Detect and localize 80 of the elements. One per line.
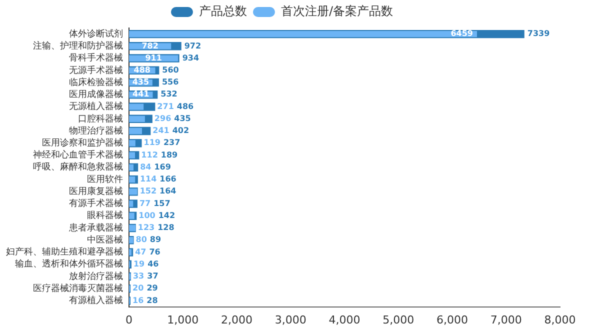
data-label: 271 <box>157 102 174 111</box>
y-tick-label: 妇产科、辅助生殖和避孕器械 <box>6 246 123 258</box>
data-label: 77 <box>139 198 151 208</box>
data-label: 33 <box>132 272 144 281</box>
data-label: 164 <box>160 186 177 196</box>
y-tick-label: 口腔科器械 <box>78 113 123 124</box>
data-label: 28 <box>146 296 158 305</box>
data-label: 89 <box>150 235 162 244</box>
data-label: 782 <box>142 41 158 50</box>
data-label: 911 <box>145 53 162 62</box>
y-tick-label: 患者承载器械 <box>68 222 123 234</box>
y-tick-label: 眼科器械 <box>87 210 123 222</box>
y-tick-label: 注输、护理和防护器械 <box>33 40 123 52</box>
data-label: 37 <box>147 272 158 281</box>
data-label: 166 <box>160 174 177 184</box>
data-label: 486 <box>176 102 194 111</box>
data-label: 532 <box>160 90 178 99</box>
x-tick-label: 0 <box>126 313 132 326</box>
data-label: 100 <box>138 210 156 220</box>
data-label: 435 <box>174 114 192 123</box>
y-tick-label: 临床检验器械 <box>69 76 123 88</box>
data-label: 157 <box>154 198 170 208</box>
data-label: 47 <box>135 247 146 256</box>
x-tick-label: 4,000 <box>328 313 360 326</box>
y-tick-label: 医用成像器械 <box>69 89 123 100</box>
data-label: 402 <box>172 126 190 136</box>
y-tick-label: 中医器械 <box>87 234 123 246</box>
data-label: 6459 <box>450 29 474 38</box>
data-label: 142 <box>158 210 176 220</box>
y-tick-label: 无源手术器械 <box>69 64 123 76</box>
y-tick-label: 骨科手术器械 <box>69 52 123 64</box>
y-tick-label: 有源手术器械 <box>69 198 123 210</box>
data-label: 169 <box>154 162 172 172</box>
x-tick-label: 1,000 <box>167 313 199 326</box>
y-tick-label: 放射治疗器械 <box>69 270 123 282</box>
data-label: 114 <box>140 174 158 184</box>
legend-label: 首次注册/备案产品数 <box>280 4 394 18</box>
data-label: 7339 <box>527 29 550 38</box>
x-tick-label: 7,000 <box>490 313 522 326</box>
data-label: 46 <box>148 259 160 268</box>
x-tick-label: 6,000 <box>436 313 468 326</box>
y-tick-label: 物理治疗器械 <box>69 125 123 136</box>
x-tick-label: 8,000 <box>544 313 576 326</box>
data-label: 128 <box>158 223 175 232</box>
data-label: 435 <box>132 78 150 87</box>
data-label: 20 <box>132 284 144 293</box>
y-tick-label: 输血、透析和体外循环器械 <box>15 258 123 270</box>
data-label: 556 <box>162 78 180 87</box>
data-label: 488 <box>134 66 151 75</box>
data-label: 972 <box>184 41 202 50</box>
data-label: 16 <box>132 296 144 305</box>
y-tick-label: 有源植入器械 <box>69 295 123 306</box>
x-tick-label: 2,000 <box>221 313 252 326</box>
y-tick-label: 医疗器械消毒灭菌器械 <box>33 282 123 294</box>
data-label: 84 <box>140 162 152 172</box>
data-label: 441 <box>132 90 150 99</box>
x-tick-label: 5,000 <box>382 313 414 326</box>
data-label: 241 <box>152 126 170 136</box>
y-tick-label: 神经和心血管手术器械 <box>33 150 123 161</box>
y-tick-label: 医用软件 <box>87 174 123 185</box>
y-tick-label: 无源植入器械 <box>69 101 123 112</box>
data-label: 152 <box>140 186 157 196</box>
data-label: 119 <box>144 138 161 148</box>
y-tick-label: 医用诊察和监护器械 <box>42 138 123 148</box>
data-label: 123 <box>138 223 155 232</box>
x-tick-label: 3,000 <box>274 313 306 326</box>
data-label: 560 <box>162 66 180 75</box>
legend-label: 产品总数 <box>198 4 247 18</box>
y-tick-label: 呼吸、麻醉和急救器械 <box>33 162 123 173</box>
data-label: 934 <box>182 53 200 62</box>
data-label: 19 <box>133 259 146 268</box>
data-label: 296 <box>154 114 172 123</box>
data-label: 76 <box>149 247 161 256</box>
data-label: 237 <box>163 138 180 148</box>
data-label: 80 <box>136 235 148 244</box>
y-tick-label: 医用康复器械 <box>69 186 123 197</box>
data-label: 112 <box>141 150 158 160</box>
y-tick-label: 体外诊断试剂 <box>69 28 123 40</box>
data-label: 29 <box>146 284 158 293</box>
data-label: 189 <box>160 150 178 160</box>
